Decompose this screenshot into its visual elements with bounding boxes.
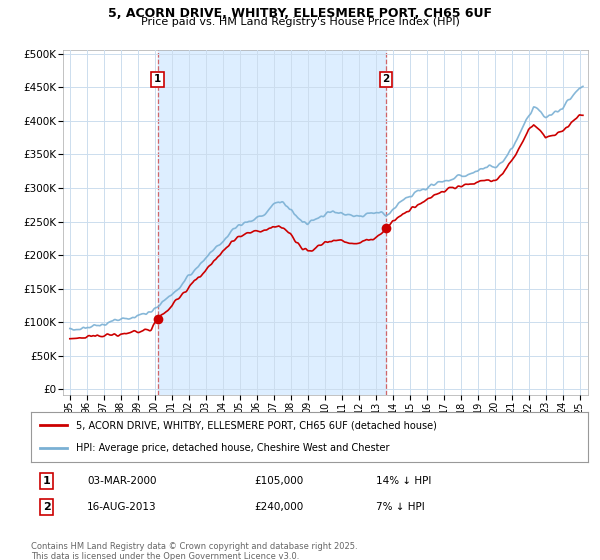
Text: £105,000: £105,000: [254, 476, 303, 486]
Text: Price paid vs. HM Land Registry's House Price Index (HPI): Price paid vs. HM Land Registry's House …: [140, 17, 460, 27]
Text: 1: 1: [154, 74, 161, 84]
Bar: [158, 50, 386, 395]
Text: 5, ACORN DRIVE, WHITBY, ELLESMERE PORT, CH65 6UF (detached house): 5, ACORN DRIVE, WHITBY, ELLESMERE PORT, …: [76, 420, 437, 430]
Text: HPI: Average price, detached house, Cheshire West and Chester: HPI: Average price, detached house, Ches…: [76, 444, 389, 454]
Text: 1: 1: [43, 476, 50, 486]
Text: 2: 2: [43, 502, 50, 512]
Text: £240,000: £240,000: [254, 502, 303, 512]
Text: 16-AUG-2013: 16-AUG-2013: [87, 502, 157, 512]
Text: 14% ↓ HPI: 14% ↓ HPI: [376, 476, 432, 486]
Text: 7% ↓ HPI: 7% ↓ HPI: [376, 502, 425, 512]
Text: 2: 2: [383, 74, 390, 84]
Text: Contains HM Land Registry data © Crown copyright and database right 2025.
This d: Contains HM Land Registry data © Crown c…: [31, 542, 358, 560]
Text: 5, ACORN DRIVE, WHITBY, ELLESMERE PORT, CH65 6UF: 5, ACORN DRIVE, WHITBY, ELLESMERE PORT, …: [108, 7, 492, 20]
Text: 03-MAR-2000: 03-MAR-2000: [87, 476, 157, 486]
